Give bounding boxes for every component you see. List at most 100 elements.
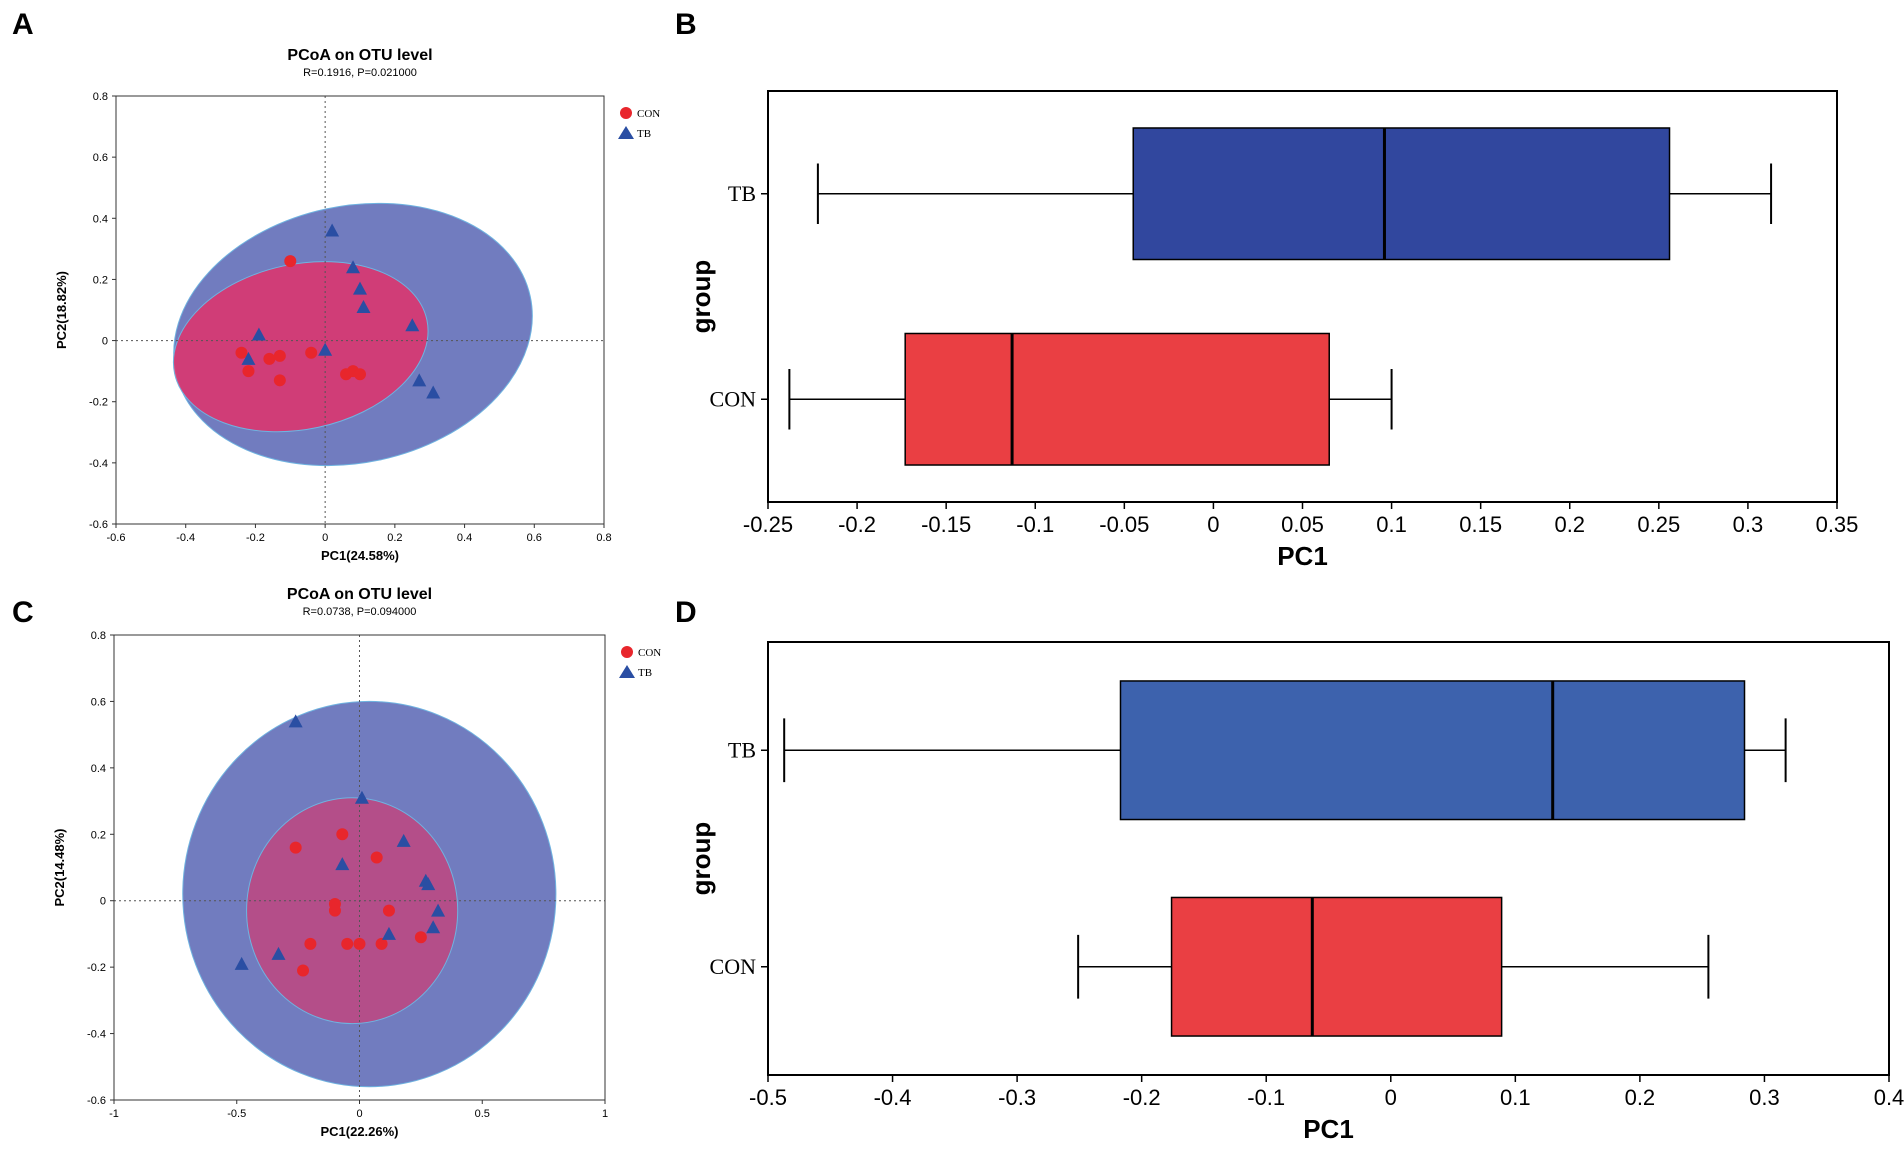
x-tick-label: 1: [602, 1108, 608, 1120]
x-tick-label: -0.1: [1016, 512, 1054, 537]
panel-label-b: B: [675, 8, 697, 41]
legend-label-tb: TB: [638, 667, 652, 679]
box-con: [1170, 896, 1503, 1037]
point-tb-7: [318, 342, 333, 356]
x-tick-label: -1: [109, 1108, 119, 1120]
x-tick-label: -0.2: [246, 532, 265, 544]
point-con-6: [305, 346, 318, 359]
x-tick-label: 0: [322, 532, 328, 544]
y-tick-label: 0.6: [91, 696, 106, 708]
point-tb-2: [353, 281, 367, 295]
y-tick-label: -0.2: [89, 397, 108, 409]
point-tb-3: [335, 857, 350, 871]
y-tick-label: -0.4: [87, 1029, 106, 1041]
x-tick-label: 0.6: [527, 532, 542, 544]
x-tick-label: 0.2: [1625, 1085, 1656, 1110]
y-tick-label: 0.8: [93, 91, 108, 103]
point-con-6: [304, 937, 317, 950]
box-tb: [1119, 680, 1746, 821]
x-tick-label: -0.15: [921, 512, 971, 537]
point-tb-8: [381, 926, 396, 940]
y-tick-label: -0.2: [87, 962, 106, 974]
point-con-1: [336, 828, 349, 841]
point-con-2: [242, 365, 255, 378]
chart-title: PCoA on OTU level: [287, 47, 432, 64]
box-tb: [1132, 127, 1671, 261]
point-tb-4: [405, 318, 420, 332]
point-tb-3: [356, 299, 371, 313]
legend-marker-tb: [619, 665, 635, 678]
y-tick-label: 0: [102, 336, 108, 348]
y-tick-label: -0.4: [89, 458, 108, 470]
point-con-5: [273, 374, 286, 387]
y-tick-label: 0.8: [91, 630, 106, 642]
point-tb-2: [396, 833, 411, 847]
point-con-7: [341, 937, 354, 950]
x-tick-label: -0.2: [1123, 1085, 1161, 1110]
point-con-0: [289, 841, 302, 854]
y-axis-label: group: [686, 260, 716, 334]
point-con-1: [235, 346, 248, 359]
point-con-9: [354, 368, 366, 381]
x-tick-label: 0.1: [1376, 512, 1407, 537]
point-con-4: [273, 349, 286, 362]
legend-marker-con: [621, 646, 633, 658]
point-con-8: [353, 937, 366, 950]
legend-label-tb: TB: [637, 128, 651, 140]
panel-label-d: D: [675, 596, 697, 629]
x-tick-label: -0.25: [743, 512, 793, 537]
y-axis-label: PC2(14.48%): [52, 828, 67, 906]
x-tick-label: 0: [356, 1108, 362, 1120]
point-tb-1: [354, 790, 369, 804]
y-category-label-tb: TB: [728, 737, 756, 762]
x-tick-label: 0.2: [1554, 512, 1585, 537]
x-tick-label: -0.1: [1247, 1085, 1285, 1110]
x-tick-label: 0.3: [1749, 1085, 1780, 1110]
panel-label-a: A: [12, 8, 34, 41]
x-tick-label: 0.05: [1281, 512, 1324, 537]
point-tb-1: [346, 260, 361, 274]
x-tick-label: -0.05: [1099, 512, 1149, 537]
y-tick-label: 0.6: [93, 152, 108, 164]
x-tick-label: -0.5: [749, 1085, 787, 1110]
y-tick-label: 0.4: [91, 763, 106, 775]
point-tb-9: [426, 385, 441, 399]
y-category-label-tb: TB: [728, 181, 756, 206]
x-tick-label: -0.4: [176, 532, 195, 544]
legend-marker-con: [620, 107, 632, 119]
y-tick-label: -0.6: [89, 519, 108, 531]
y-category-label-con: CON: [710, 954, 757, 979]
point-tb-6: [431, 903, 446, 917]
point-tb-5: [251, 327, 266, 341]
x-tick-label: -0.5: [227, 1108, 246, 1120]
y-tick-label: 0.2: [91, 829, 106, 841]
x-tick-label: -0.4: [874, 1085, 912, 1110]
chart-subtitle: R=0.0738, P=0.094000: [303, 606, 417, 618]
plot-frame: [767, 641, 1890, 1076]
point-con-2: [370, 851, 383, 864]
y-axis-label: PC2(18.82%): [54, 271, 69, 349]
x-tick-label: 0.15: [1459, 512, 1502, 537]
x-tick-label: 0.4: [457, 532, 472, 544]
x-tick-label: 0.8: [596, 532, 611, 544]
point-con-9: [375, 937, 388, 950]
chart-subtitle: R=0.1916, P=0.021000: [303, 67, 417, 79]
point-con-4: [328, 904, 341, 917]
point-tb-0: [288, 714, 303, 728]
y-tick-label: 0.4: [93, 213, 108, 225]
point-tb-6: [241, 351, 256, 365]
x-tick-label: 0.1: [1500, 1085, 1531, 1110]
x-tick-label: -0.6: [107, 532, 126, 544]
point-con-10: [414, 931, 427, 944]
legend-marker-tb: [618, 126, 634, 139]
x-axis-label: PC1: [1303, 1114, 1354, 1144]
point-tb-7: [426, 920, 441, 934]
x-tick-label: -0.2: [838, 512, 876, 537]
point-tb-5: [421, 877, 436, 891]
y-tick-label: 0.2: [93, 274, 108, 286]
legend-label-con: CON: [638, 647, 661, 659]
x-tick-label: -0.3: [998, 1085, 1036, 1110]
